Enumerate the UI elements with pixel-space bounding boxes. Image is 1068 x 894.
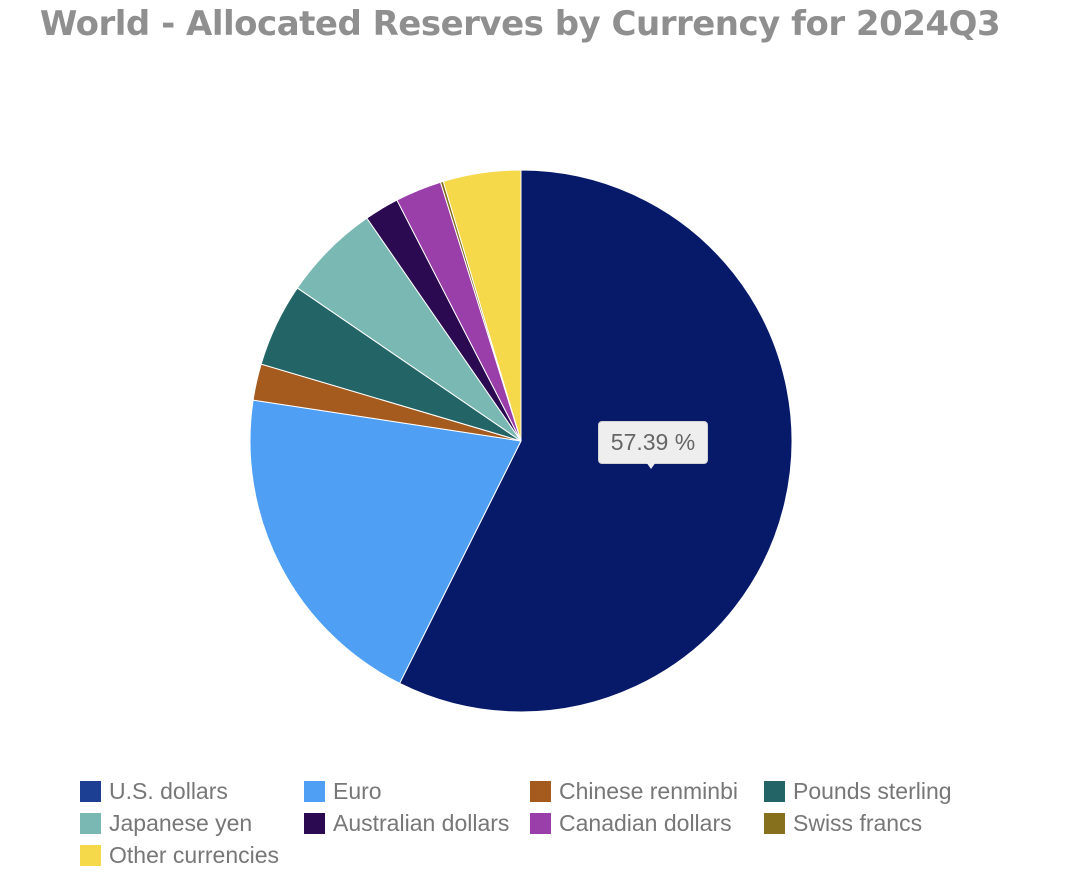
legend-item-canadian-dollars[interactable]: Canadian dollars bbox=[530, 808, 732, 838]
legend-label: Chinese renminbi bbox=[559, 777, 738, 804]
tooltip-pointer bbox=[646, 462, 656, 469]
legend-swatch bbox=[530, 812, 551, 834]
pie-slice-u-s-dollars[interactable] bbox=[398, 169, 793, 713]
legend-label: Pounds sterling bbox=[793, 777, 952, 804]
legend-label: Swiss francs bbox=[793, 809, 923, 836]
legend-label: Other currencies bbox=[109, 841, 280, 868]
legend-label: U.S. dollars bbox=[109, 777, 228, 804]
legend-item-japanese-yen[interactable]: Japanese yen bbox=[80, 808, 252, 838]
legend-label: Australian dollars bbox=[333, 809, 510, 836]
legend-swatch bbox=[304, 812, 325, 834]
legend-swatch bbox=[80, 812, 101, 834]
legend-label: Euro bbox=[333, 777, 382, 804]
legend-label: Japanese yen bbox=[109, 809, 253, 836]
legend-swatch bbox=[764, 812, 785, 834]
pie-slice-euro[interactable] bbox=[249, 399, 522, 684]
legend-item-australian-dollars[interactable]: Australian dollars bbox=[304, 808, 509, 838]
legend-item-other-currencies[interactable]: Other currencies bbox=[80, 840, 279, 870]
legend-item-swiss-francs[interactable]: Swiss francs bbox=[764, 808, 922, 838]
legend-item-chinese-renminbi[interactable]: Chinese renminbi bbox=[530, 776, 738, 806]
legend-item-pounds-sterling[interactable]: Pounds sterling bbox=[764, 776, 952, 806]
legend-item-euro[interactable]: Euro bbox=[304, 776, 382, 806]
value-tooltip: 57.39 % bbox=[598, 421, 708, 469]
legend-item-u-s-dollars[interactable]: U.S. dollars bbox=[80, 776, 228, 806]
pie-slice-other-currencies[interactable] bbox=[442, 169, 522, 442]
legend-swatch bbox=[530, 780, 551, 802]
chart-title: World - Allocated Reserves by Currency f… bbox=[39, 4, 1001, 44]
tooltip-text: 57.39 % bbox=[610, 429, 696, 455]
tooltip-background bbox=[598, 421, 708, 464]
legend-swatch bbox=[764, 780, 785, 802]
legend-swatch bbox=[80, 844, 101, 866]
legend-swatch bbox=[304, 780, 325, 802]
legend-swatch bbox=[80, 780, 101, 802]
legend-label: Canadian dollars bbox=[559, 809, 732, 836]
